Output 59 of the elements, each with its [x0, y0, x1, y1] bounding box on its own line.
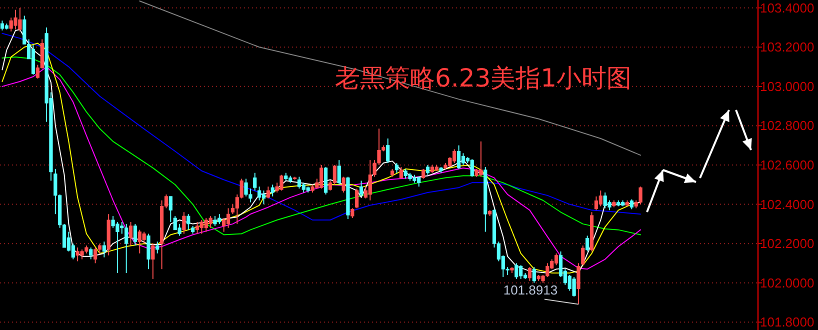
candlestick — [528, 266, 532, 282]
candlestick — [576, 262, 580, 305]
candlestick — [266, 186, 270, 199]
y-tick-label: 103.0000 — [760, 78, 814, 94]
line-series — [139, 0, 642, 156]
candlestick — [146, 233, 150, 270]
candlestick — [151, 243, 155, 280]
candlestick — [461, 152, 466, 166]
annotation: 101.8913 — [503, 282, 558, 298]
candlestick — [297, 176, 302, 190]
candlestick — [186, 214, 190, 230]
y-tick-label: 102.8000 — [760, 118, 814, 134]
candlestick — [532, 266, 536, 284]
candlestick — [598, 190, 602, 207]
candlestick — [222, 218, 226, 232]
line-series — [2, 56, 642, 236]
line-series — [2, 32, 642, 220]
candlestick — [337, 160, 341, 186]
candlestick — [182, 212, 186, 234]
candlestick — [342, 176, 346, 193]
y-tick-label: 102.4000 — [760, 196, 814, 212]
y-tick-label: 102.0000 — [760, 275, 814, 290]
candlestick — [359, 180, 364, 197]
y-tick-label: 102.2000 — [760, 236, 814, 252]
candlestick — [594, 196, 598, 211]
candlestick — [426, 164, 430, 176]
candlestick — [94, 247, 98, 264]
y-tick-label: 103.4000 — [760, 0, 814, 16]
candlestick — [386, 138, 390, 164]
annotation: 101.8913 — [503, 282, 579, 305]
candlestick — [514, 262, 518, 280]
candlestick — [394, 162, 399, 174]
candlestick — [156, 241, 160, 254]
candlestick — [226, 208, 230, 228]
candlestick — [253, 172, 257, 192]
candlestick — [456, 144, 461, 170]
candlestick — [262, 190, 266, 205]
candlestick — [422, 168, 426, 180]
candlestick — [195, 221, 200, 234]
candlestick — [0, 20, 4, 31]
candlestick — [168, 196, 172, 222]
candlestick — [133, 223, 137, 246]
text: 老黑策略6.23美指1小时图 — [335, 64, 632, 92]
y-tick-label: 101.8000 — [760, 314, 814, 330]
candlestick — [630, 198, 634, 210]
candlestick — [355, 188, 359, 209]
y-tick-label: 103.2000 — [760, 40, 814, 55]
candlestick — [128, 221, 133, 246]
candlestick — [142, 231, 146, 244]
y-tick-label: 102.6000 — [760, 158, 814, 172]
candlestick — [270, 184, 274, 197]
candlestick — [399, 166, 403, 180]
candlestick — [586, 235, 590, 252]
candlestick — [470, 158, 474, 178]
candlestick — [258, 186, 262, 201]
candlestick — [350, 208, 354, 219]
candlestick — [89, 247, 93, 260]
candlestick — [581, 245, 585, 266]
candlestick — [102, 241, 106, 258]
